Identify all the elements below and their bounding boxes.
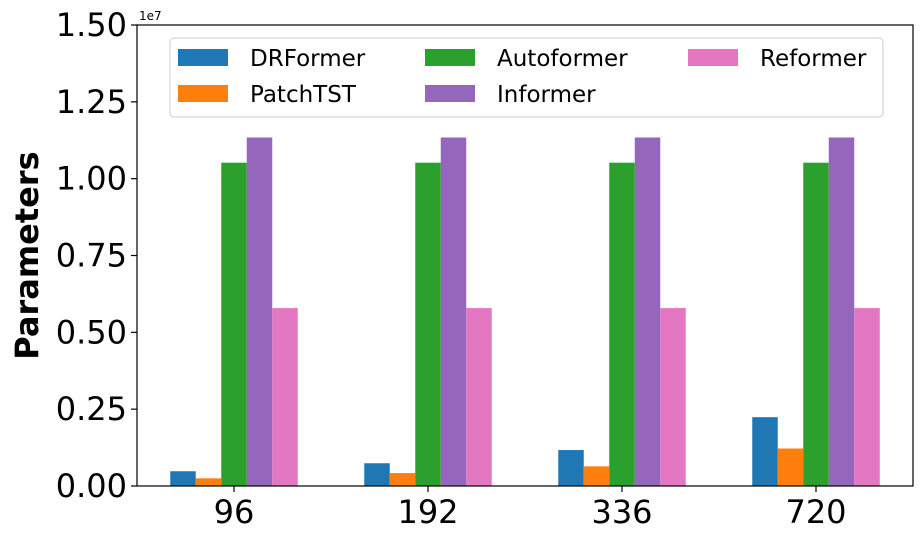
legend-label-autoformer: Autoformer xyxy=(497,46,628,72)
bar-patchtst-720 xyxy=(777,448,804,486)
bar-autoformer-96 xyxy=(221,162,247,486)
bar-patchtst-336 xyxy=(583,466,610,486)
y-tick-label: 0.00 xyxy=(56,467,127,505)
plot-frame xyxy=(136,24,914,487)
bar-patchtst-192 xyxy=(389,473,416,486)
legend-label-patchtst: PatchTST xyxy=(250,82,357,108)
bar-reformer-192 xyxy=(466,308,492,486)
bar-autoformer-336 xyxy=(609,162,635,486)
bar-reformer-720 xyxy=(854,308,880,486)
y-tick-label: 1.50 xyxy=(56,6,127,44)
x-tick-label: 192 xyxy=(397,493,458,531)
legend-swatch-patchtst xyxy=(178,85,228,102)
x-axis: 96 192 336 720 xyxy=(214,486,847,531)
bar-informer-96 xyxy=(246,137,273,486)
legend-swatch-drformer xyxy=(178,49,228,66)
x-tick-label: 336 xyxy=(591,493,652,531)
bar-informer-192 xyxy=(440,137,467,486)
legend-swatch-informer xyxy=(425,85,475,102)
bar-drformer-720 xyxy=(752,417,778,486)
bar-patchtst-96 xyxy=(195,478,222,486)
y-tick-label: 1.25 xyxy=(56,83,127,121)
bar-drformer-192 xyxy=(364,463,390,486)
legend: DRFormer PatchTST Autoformer Informer Reform… xyxy=(169,37,884,118)
bar-informer-336 xyxy=(634,137,661,486)
bar-reformer-336 xyxy=(660,308,686,486)
y-offset-label: 1e7 xyxy=(139,9,162,23)
bar-informer-720 xyxy=(828,137,855,486)
legend-label-informer: Informer xyxy=(497,82,596,108)
x-tick-label: 720 xyxy=(785,493,846,531)
legend-label-reformer: Reformer xyxy=(760,46,867,72)
y-tick-label: 1.00 xyxy=(56,160,127,198)
y-axis-label: Parameters xyxy=(8,151,46,359)
bar-autoformer-720 xyxy=(803,162,829,486)
bar-drformer-96 xyxy=(170,471,196,486)
legend-swatch-reformer xyxy=(688,49,738,66)
y-tick-label: 0.75 xyxy=(56,237,127,275)
bar-reformer-96 xyxy=(272,308,298,486)
bar-autoformer-192 xyxy=(415,162,441,486)
y-tick-label: 0.50 xyxy=(56,313,127,351)
y-axis: 0.00 0.25 0.50 0.75 1.00 1.25 1.50 xyxy=(56,6,137,505)
bar-drformer-336 xyxy=(558,450,584,486)
legend-label-drformer: DRFormer xyxy=(250,46,366,72)
bars-group xyxy=(170,137,880,486)
x-tick-label: 96 xyxy=(214,493,255,531)
legend-swatch-autoformer xyxy=(425,49,475,66)
y-tick-label: 0.25 xyxy=(56,390,127,428)
